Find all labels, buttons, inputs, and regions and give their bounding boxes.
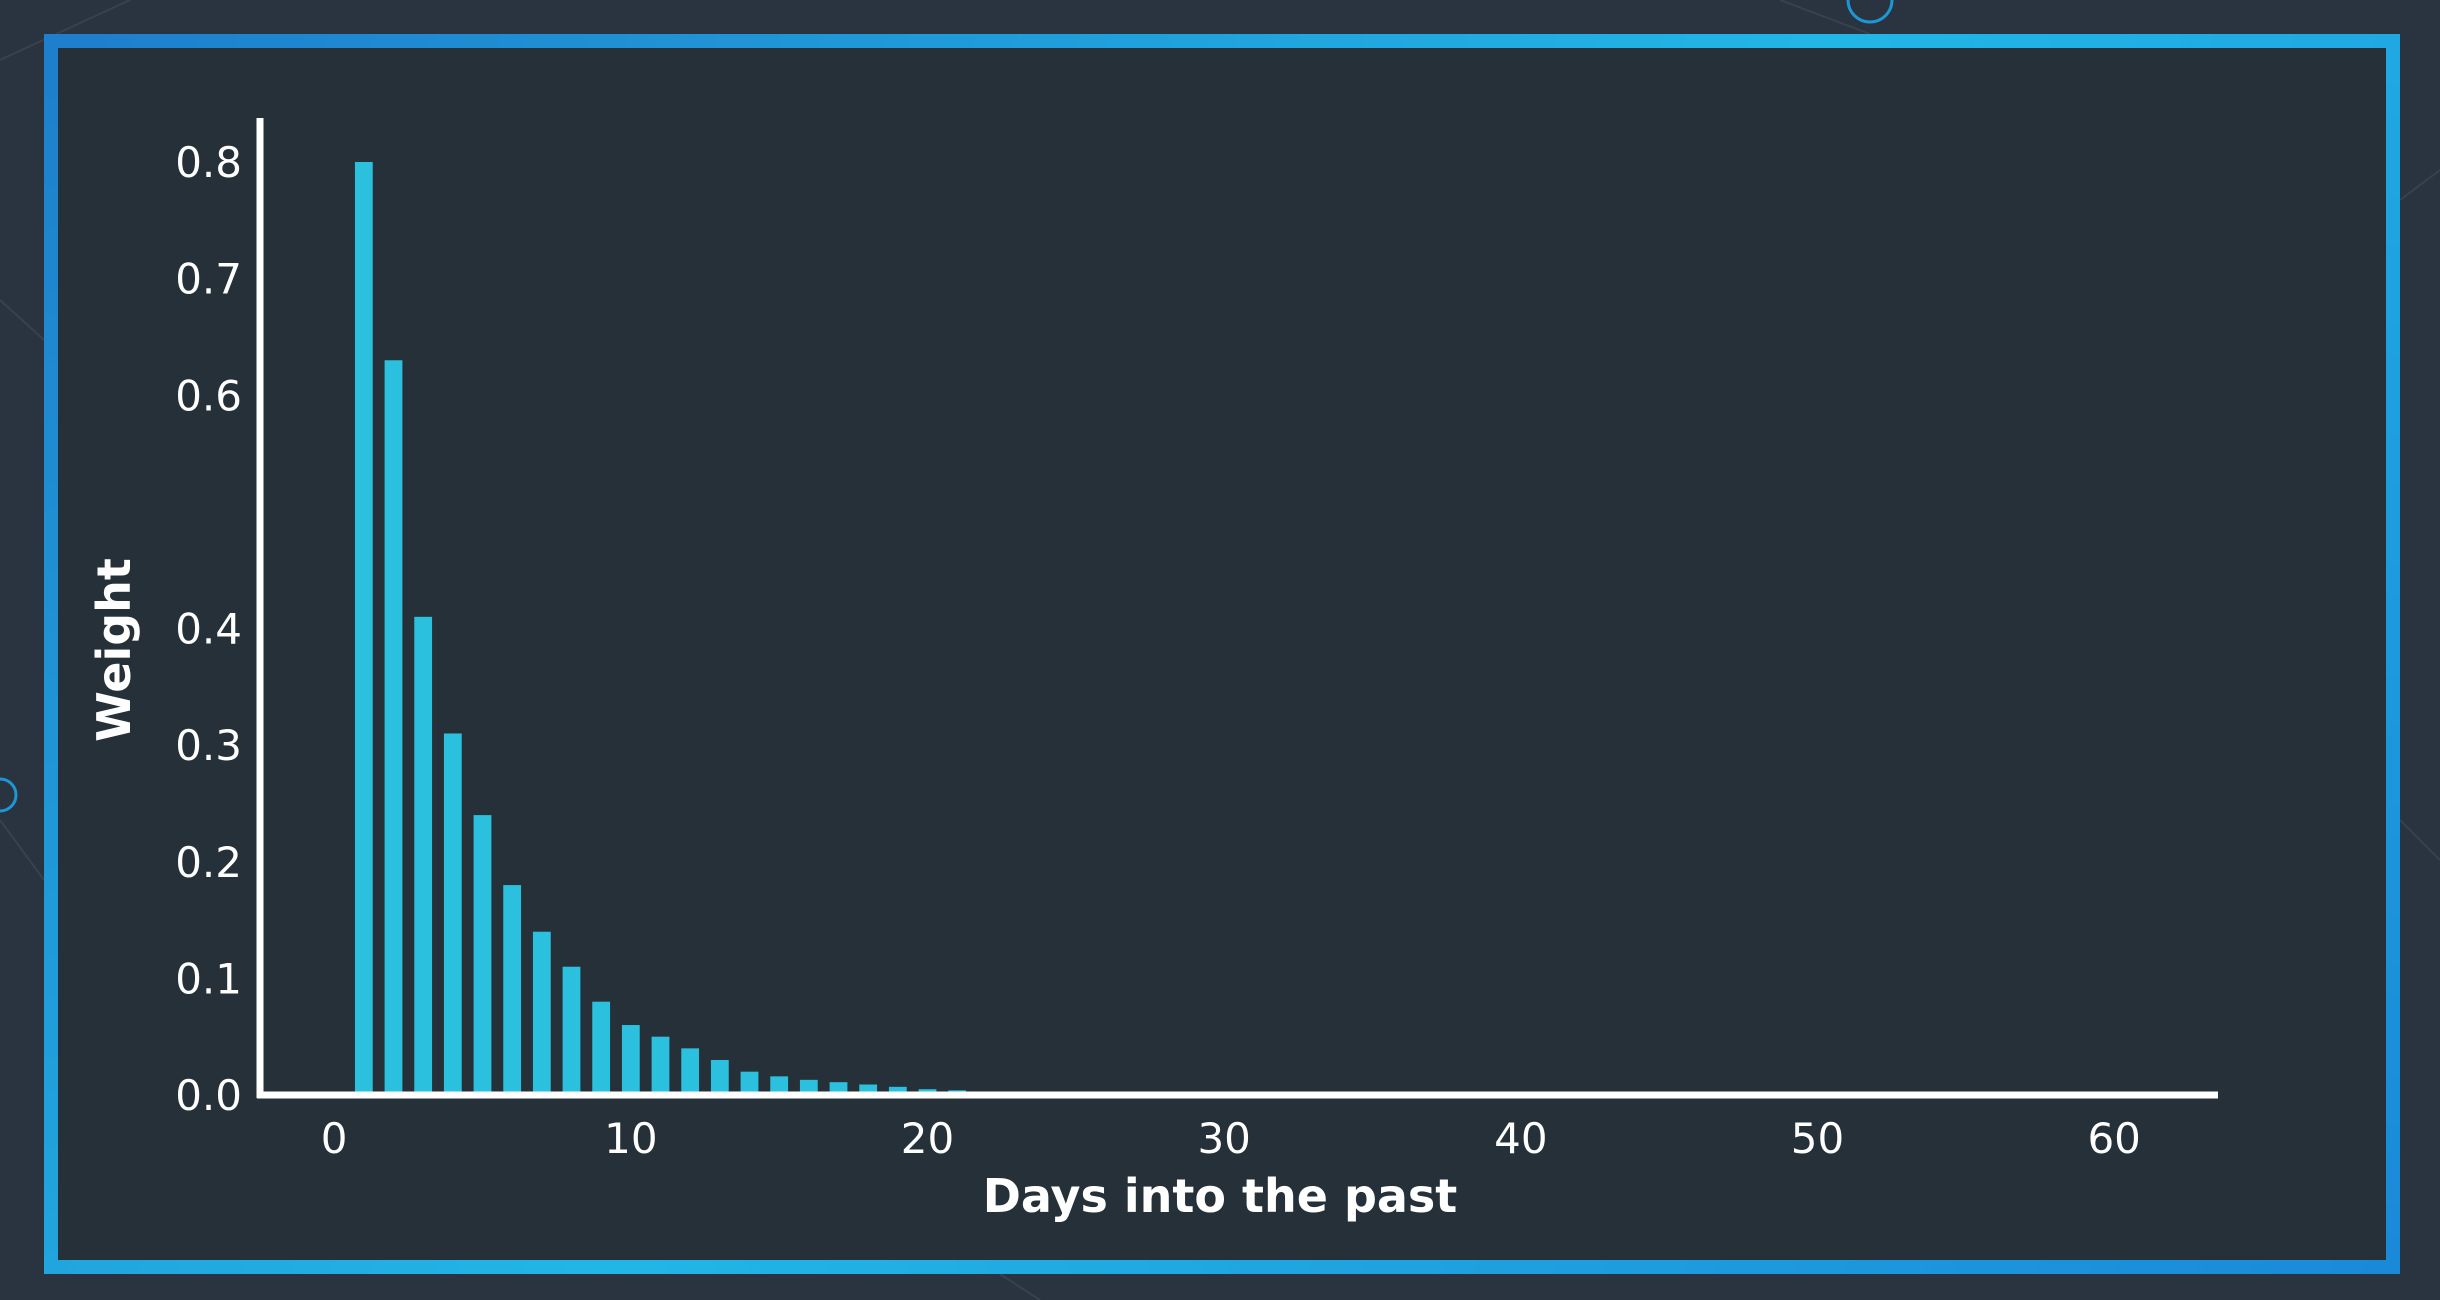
x-tick-label: 60 [2087,1114,2140,1163]
bar-day-19 [888,1086,907,1095]
bar-day-6 [503,885,522,1095]
x-tick-labels: 0 10 20 30 40 50 60 [321,1114,2141,1163]
bar-day-8 [562,966,581,1095]
x-tick-label: 10 [604,1114,657,1163]
bar-day-4 [443,733,462,1095]
bar-day-7 [532,931,551,1095]
bar-day-3 [414,616,433,1095]
bar-day-5 [473,815,492,1095]
bar-day-12 [681,1048,700,1095]
bar-day-14 [740,1071,759,1095]
x-axis-label: Days into the past [983,1169,1458,1223]
x-tick-label: 20 [901,1114,954,1163]
x-tick-label: 0 [321,1114,348,1163]
y-tick-label: 0.2 [175,838,242,887]
y-tick-label: 0.3 [175,721,242,770]
node-circle-top [1846,0,1894,24]
bar-day-2 [384,360,403,1095]
y-tick-label: 0.0 [175,1071,242,1120]
x-tick-label: 50 [1791,1114,1844,1163]
bar-day-9 [592,1001,611,1095]
bars-group [354,162,1056,1095]
x-tick-label: 40 [1494,1114,1547,1163]
bar-day-10 [621,1025,640,1095]
bar-day-11 [651,1036,670,1095]
bar-day-1 [354,162,373,1095]
y-axis-label: Weight [87,558,141,742]
bar-day-16 [799,1079,818,1095]
node-circle-left [0,777,18,813]
y-tick-label: 0.4 [175,605,242,654]
y-tick-labels: 0.0 0.1 0.2 0.3 0.4 0.6 0.7 0.8 [175,138,242,1120]
bar-day-15 [770,1076,789,1095]
y-tick-label: 0.1 [175,954,242,1003]
bar-day-13 [710,1060,729,1095]
y-tick-label: 0.7 [175,255,242,304]
y-tick-label: 0.8 [175,138,242,187]
chart-frame [44,34,2400,1274]
x-tick-label: 30 [1197,1114,1250,1163]
y-tick-label: 0.6 [175,371,242,420]
bar-day-18 [859,1084,878,1095]
